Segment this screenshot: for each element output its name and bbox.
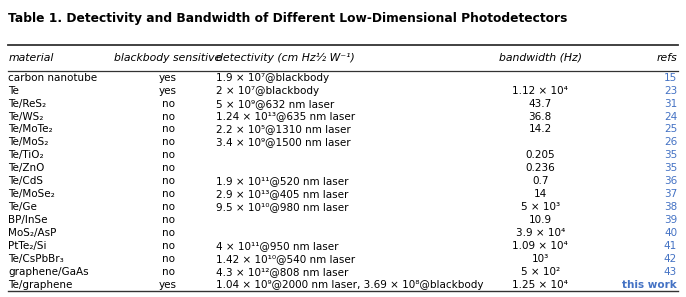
Text: 39: 39 <box>664 215 677 225</box>
Text: 1.9 × 10⁷@blackbody: 1.9 × 10⁷@blackbody <box>216 73 329 83</box>
Text: 1.12 × 10⁴: 1.12 × 10⁴ <box>512 86 568 96</box>
Text: 2.2 × 10⁵@1310 nm laser: 2.2 × 10⁵@1310 nm laser <box>216 124 351 135</box>
Text: 35: 35 <box>664 150 677 160</box>
Text: 5 × 10³: 5 × 10³ <box>521 202 560 212</box>
Text: 36: 36 <box>664 176 677 186</box>
Text: no: no <box>162 124 174 135</box>
Text: bandwidth (Hz): bandwidth (Hz) <box>499 53 582 63</box>
Text: 0.205: 0.205 <box>525 150 555 160</box>
Text: 1.24 × 10¹³@635 nm laser: 1.24 × 10¹³@635 nm laser <box>216 112 355 121</box>
Text: 23: 23 <box>664 86 677 96</box>
Text: no: no <box>162 202 174 212</box>
Text: 3.4 × 10⁹@1500 nm laser: 3.4 × 10⁹@1500 nm laser <box>216 138 351 147</box>
Text: no: no <box>162 254 174 264</box>
Text: 1.25 × 10⁴: 1.25 × 10⁴ <box>512 279 568 290</box>
Text: 37: 37 <box>664 189 677 199</box>
Text: no: no <box>162 176 174 186</box>
Text: Te/ReS₂: Te/ReS₂ <box>8 99 47 109</box>
Text: 38: 38 <box>664 202 677 212</box>
Text: MoS₂/AsP: MoS₂/AsP <box>8 228 57 238</box>
Text: 24: 24 <box>664 112 677 121</box>
Text: yes: yes <box>159 279 177 290</box>
Text: refs: refs <box>657 53 677 63</box>
Text: no: no <box>162 241 174 251</box>
Text: 1.42 × 10¹⁰@540 nm laser: 1.42 × 10¹⁰@540 nm laser <box>216 254 355 264</box>
Text: no: no <box>162 138 174 147</box>
Text: this work: this work <box>622 279 677 290</box>
Text: 3.9 × 10⁴: 3.9 × 10⁴ <box>516 228 565 238</box>
Text: 35: 35 <box>664 163 677 173</box>
Text: Te/TiO₂: Te/TiO₂ <box>8 150 44 160</box>
Text: 0.7: 0.7 <box>532 176 549 186</box>
Text: Te/MoTe₂: Te/MoTe₂ <box>8 124 53 135</box>
Text: 1.09 × 10⁴: 1.09 × 10⁴ <box>512 241 568 251</box>
Text: detectivity (cm Hz½ W⁻¹): detectivity (cm Hz½ W⁻¹) <box>216 53 355 63</box>
Text: 43.7: 43.7 <box>529 99 552 109</box>
Text: BP/InSe: BP/InSe <box>8 215 48 225</box>
Text: 2 × 10⁷@blackbody: 2 × 10⁷@blackbody <box>216 86 319 96</box>
Text: Te/CsPbBr₃: Te/CsPbBr₃ <box>8 254 64 264</box>
Text: yes: yes <box>159 73 177 83</box>
Text: PtTe₂/Si: PtTe₂/Si <box>8 241 47 251</box>
Text: blackbody sensitive: blackbody sensitive <box>115 53 222 63</box>
Text: Te/CdS: Te/CdS <box>8 176 43 186</box>
Text: Te/MoS₂: Te/MoS₂ <box>8 138 49 147</box>
Text: 0.236: 0.236 <box>525 163 555 173</box>
Text: 26: 26 <box>664 138 677 147</box>
Text: 43: 43 <box>664 267 677 277</box>
Text: no: no <box>162 215 174 225</box>
Text: 1.04 × 10⁹@2000 nm laser, 3.69 × 10⁸@blackbody: 1.04 × 10⁹@2000 nm laser, 3.69 × 10⁸@bla… <box>216 279 484 290</box>
Text: Te/graphene: Te/graphene <box>8 279 73 290</box>
Text: 31: 31 <box>664 99 677 109</box>
Text: 14: 14 <box>534 189 547 199</box>
Text: 5 × 10⁹@632 nm laser: 5 × 10⁹@632 nm laser <box>216 99 334 109</box>
Text: 9.5 × 10¹⁰@980 nm laser: 9.5 × 10¹⁰@980 nm laser <box>216 202 348 212</box>
Text: yes: yes <box>159 86 177 96</box>
Text: 5 × 10²: 5 × 10² <box>521 267 560 277</box>
Text: no: no <box>162 163 174 173</box>
Text: 2.9 × 10¹³@405 nm laser: 2.9 × 10¹³@405 nm laser <box>216 189 348 199</box>
Text: Table 1. Detectivity and Bandwidth of Different Low-Dimensional Photodetectors: Table 1. Detectivity and Bandwidth of Di… <box>8 12 567 25</box>
Text: 4.3 × 10¹²@808 nm laser: 4.3 × 10¹²@808 nm laser <box>216 267 348 277</box>
Text: 10³: 10³ <box>532 254 549 264</box>
Text: 14.2: 14.2 <box>529 124 552 135</box>
Text: no: no <box>162 99 174 109</box>
Text: no: no <box>162 112 174 121</box>
Text: material: material <box>8 53 54 63</box>
Text: 4 × 10¹¹@950 nm laser: 4 × 10¹¹@950 nm laser <box>216 241 339 251</box>
Text: Te/ZnO: Te/ZnO <box>8 163 45 173</box>
Text: no: no <box>162 228 174 238</box>
Text: Te/Ge: Te/Ge <box>8 202 37 212</box>
Text: Te/MoSe₂: Te/MoSe₂ <box>8 189 55 199</box>
Text: Te: Te <box>8 86 19 96</box>
Text: no: no <box>162 189 174 199</box>
Text: graphene/GaAs: graphene/GaAs <box>8 267 89 277</box>
Text: 42: 42 <box>664 254 677 264</box>
Text: 15: 15 <box>664 73 677 83</box>
Text: 1.9 × 10¹¹@520 nm laser: 1.9 × 10¹¹@520 nm laser <box>216 176 348 186</box>
Text: 25: 25 <box>664 124 677 135</box>
Text: 41: 41 <box>664 241 677 251</box>
Text: 40: 40 <box>664 228 677 238</box>
Text: 10.9: 10.9 <box>529 215 552 225</box>
Text: carbon nanotube: carbon nanotube <box>8 73 97 83</box>
Text: 36.8: 36.8 <box>529 112 552 121</box>
Text: no: no <box>162 150 174 160</box>
Text: Te/WS₂: Te/WS₂ <box>8 112 44 121</box>
Text: no: no <box>162 267 174 277</box>
